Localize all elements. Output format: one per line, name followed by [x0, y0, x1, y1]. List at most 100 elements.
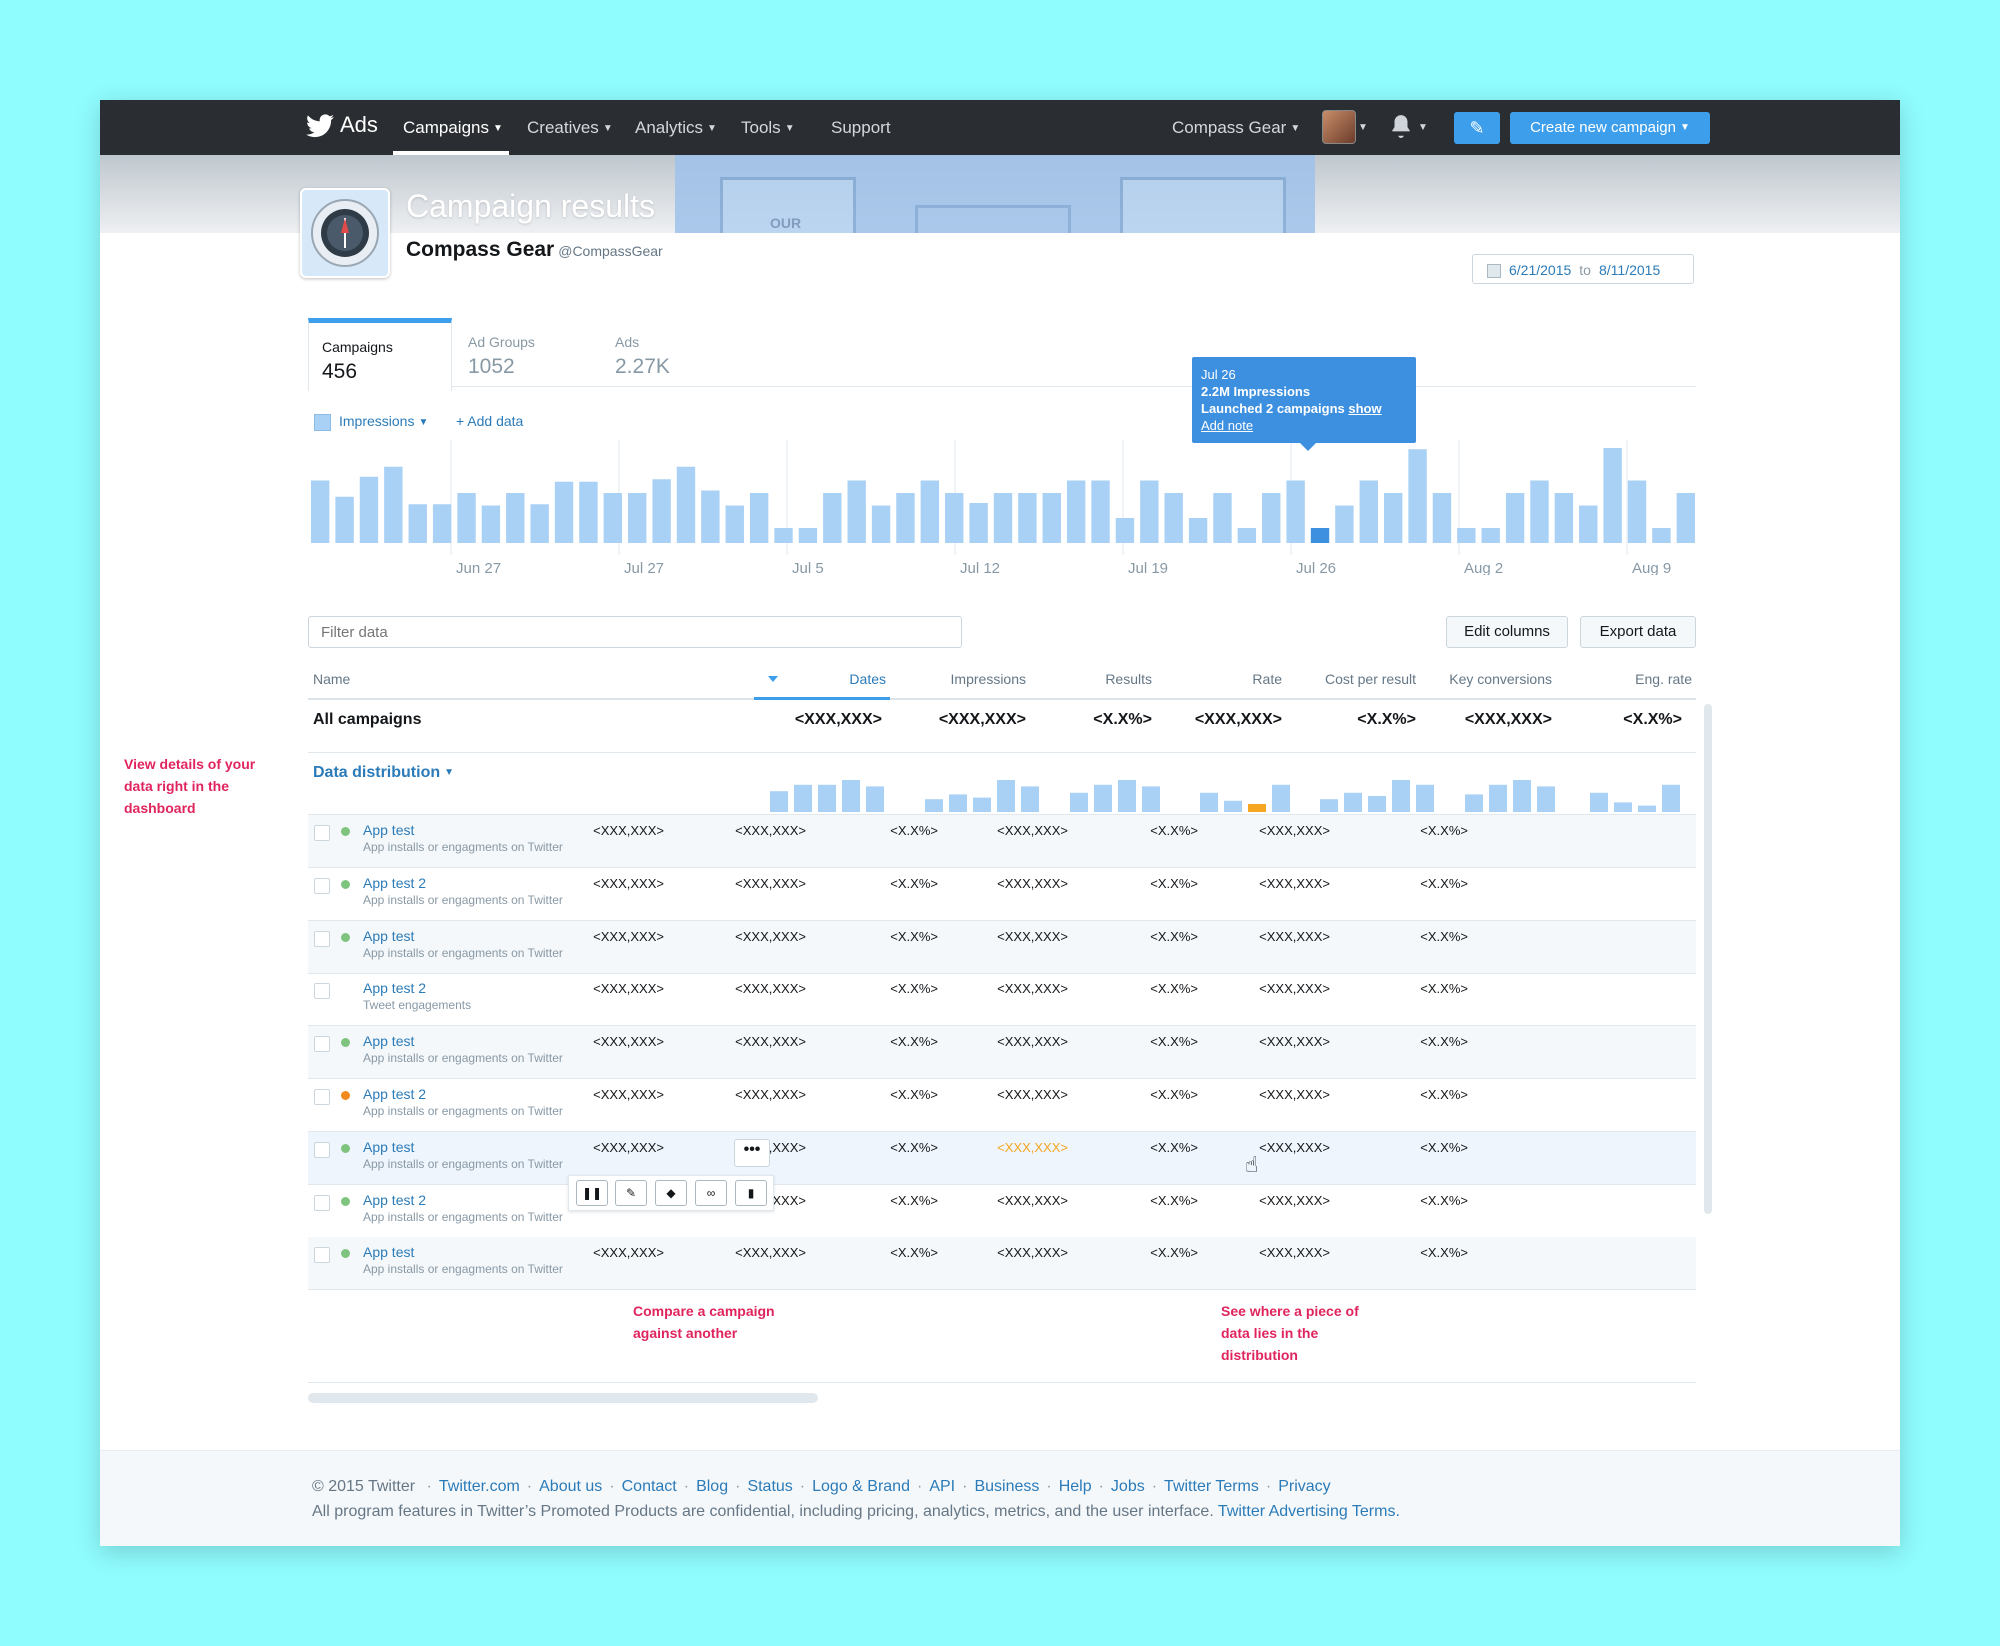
compose-icon[interactable]: ✎ — [1454, 112, 1500, 144]
table-row[interactable]: App test App installs or engagments on Tw… — [308, 1237, 1696, 1290]
edit-columns-button[interactable]: Edit columns — [1446, 616, 1568, 648]
footer-link[interactable]: Status — [747, 1478, 793, 1495]
chart-bar[interactable] — [481, 505, 501, 544]
chart-bar[interactable] — [945, 493, 964, 543]
chart-bar[interactable] — [1018, 493, 1037, 543]
date-range-picker[interactable]: 6/21/2015 to 8/11/2015 — [1472, 254, 1694, 284]
tab-ads[interactable]: Ads 2.27K — [615, 334, 670, 378]
chart-bar[interactable] — [432, 504, 452, 543]
row-checkbox[interactable] — [314, 1194, 330, 1211]
chart-bar[interactable] — [1066, 480, 1086, 544]
twitter-bird-icon[interactable] — [306, 114, 334, 138]
chart-bar[interactable] — [408, 504, 427, 543]
chart-bar[interactable] — [1505, 493, 1525, 543]
chart-bar[interactable] — [1627, 480, 1647, 544]
chart-bar[interactable] — [1481, 528, 1500, 543]
more-options-button[interactable]: ••• — [734, 1139, 770, 1167]
chart-bar[interactable] — [603, 493, 623, 543]
column-impressions[interactable]: Impressions — [950, 671, 1026, 687]
chart-bar[interactable] — [579, 481, 598, 543]
chart-bar[interactable] — [311, 480, 330, 544]
chart-bar[interactable] — [530, 504, 549, 543]
bell-icon[interactable] — [1388, 113, 1414, 139]
column-rate[interactable]: Rate — [1252, 671, 1282, 687]
tooltip-add-note-link[interactable]: Add note — [1201, 418, 1254, 433]
chart-bar[interactable] — [335, 496, 354, 543]
campaign-name-link[interactable]: App test — [363, 1244, 415, 1261]
row-checkbox[interactable] — [314, 1036, 330, 1053]
chart-bar[interactable] — [506, 493, 525, 543]
campaign-name-link[interactable]: App test 2 — [363, 980, 427, 997]
footer-link[interactable]: About us — [539, 1478, 603, 1495]
chart-bar[interactable] — [871, 505, 891, 544]
compare-icon[interactable]: ∞ — [695, 1180, 727, 1206]
row-checkbox[interactable] — [314, 1089, 330, 1105]
tooltip-show-link[interactable]: show — [1348, 401, 1382, 416]
footer-link[interactable]: Contact — [621, 1478, 677, 1495]
vertical-scrollbar[interactable] — [1704, 704, 1712, 1214]
pause-icon[interactable]: ❚❚ — [576, 1180, 608, 1206]
chart-bar[interactable] — [1213, 493, 1232, 543]
campaign-name-link[interactable]: App test 2 — [363, 874, 427, 891]
footer-advertising-terms-link[interactable]: Twitter Advertising Terms. — [1217, 1503, 1400, 1520]
table-row[interactable]: App test App installs or engagments on Tw… — [308, 1131, 1696, 1184]
create-campaign-button[interactable]: Create new campaign ▼ — [1510, 112, 1710, 144]
chart-bar[interactable] — [1676, 493, 1695, 543]
footer-link[interactable]: Twitter.com — [438, 1478, 520, 1495]
row-checkbox[interactable] — [314, 1141, 330, 1158]
sort-caret-icon[interactable] — [768, 676, 778, 682]
table-row[interactable]: App test 2 App installs or engagments on … — [308, 1185, 1696, 1237]
chart-bar[interactable] — [628, 493, 647, 543]
nav-analytics[interactable]: Analytics ▼ — [635, 100, 717, 155]
ads-brand[interactable]: Ads — [340, 112, 378, 137]
tab-ad-groups[interactable]: Ad Groups 1052 — [468, 334, 535, 378]
campaign-name-link[interactable]: App test — [363, 822, 415, 838]
chevron-down-icon[interactable]: ▼ — [1418, 122, 1428, 133]
chart-bar[interactable] — [1554, 493, 1574, 543]
campaign-name-link[interactable]: App test 2 — [363, 1086, 427, 1102]
chart-bar[interactable] — [1603, 448, 1622, 543]
table-row[interactable]: App test 2 Tweet engagements <XXX,XXX> <XXX… — [308, 973, 1696, 1025]
chart-bar[interactable] — [798, 528, 818, 543]
footer-link[interactable]: Jobs — [1110, 1478, 1145, 1495]
nav-tools[interactable]: Tools ▼ — [741, 100, 795, 155]
footer-link[interactable]: Logo & Brand — [812, 1478, 910, 1495]
tag-icon[interactable]: ◆ — [655, 1180, 687, 1206]
chart-bar[interactable] — [652, 479, 671, 543]
chart-bar[interactable] — [749, 493, 769, 543]
row-checkbox[interactable] — [314, 825, 330, 841]
chart-bar[interactable] — [1530, 480, 1549, 544]
column-key-conversions[interactable]: Key conversions — [1449, 671, 1552, 687]
chart-bar[interactable] — [384, 466, 403, 543]
chart-bar[interactable] — [1091, 480, 1110, 544]
table-row[interactable]: App test App installs or engagments on Tw… — [308, 815, 1696, 867]
horizontal-scrollbar[interactable] — [308, 1393, 818, 1403]
data-distribution-toggle[interactable]: Data distribution ▼ — [313, 764, 455, 781]
chart-bar[interactable] — [1286, 480, 1305, 544]
export-data-button[interactable]: Export data — [1580, 616, 1696, 648]
metric-selector[interactable]: Impressions ▼ — [314, 413, 428, 431]
campaign-name-link[interactable]: App test — [363, 1138, 415, 1155]
chart-bar[interactable] — [1457, 528, 1476, 543]
chart-bar[interactable] — [1432, 493, 1452, 543]
chart-bar[interactable] — [1359, 480, 1378, 544]
chart-bar[interactable] — [554, 481, 574, 543]
chart-bar[interactable] — [701, 490, 720, 544]
chart-bar[interactable] — [1237, 528, 1257, 543]
table-row[interactable]: App test App installs or engagments on Tw… — [308, 920, 1696, 973]
nav-creatives[interactable]: Creatives ▼ — [527, 100, 613, 155]
column-cost-per-result[interactable]: Cost per result — [1324, 671, 1416, 687]
chart-bar[interactable] — [1408, 449, 1427, 543]
chart-bar[interactable] — [1140, 480, 1159, 544]
column-results[interactable]: Results — [1105, 671, 1152, 687]
chart-bar[interactable] — [896, 493, 915, 543]
footer-link[interactable]: API — [929, 1478, 956, 1495]
chevron-down-icon[interactable]: ▼ — [1358, 122, 1368, 133]
campaign-name-link[interactable]: App test — [363, 1033, 415, 1050]
column-dates[interactable]: Dates — [849, 671, 886, 687]
trash-icon[interactable]: ▮ — [735, 1180, 767, 1206]
chart-bar[interactable] — [1335, 505, 1354, 544]
edit-icon[interactable]: ✎ — [615, 1180, 647, 1206]
chart-bar[interactable] — [1164, 493, 1183, 543]
campaign-name-link[interactable]: App test — [363, 927, 415, 944]
